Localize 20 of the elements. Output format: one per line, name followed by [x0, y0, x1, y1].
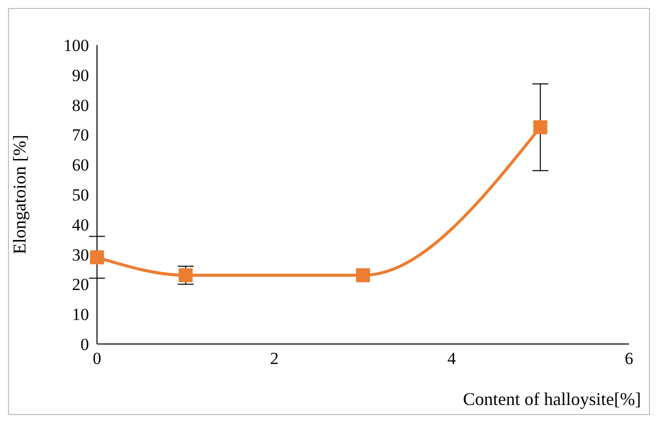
- y-tick-label: 100: [64, 36, 89, 56]
- y-tick-label: 70: [72, 126, 89, 145]
- point: [533, 120, 548, 134]
- y-tick-label: 0: [80, 335, 89, 354]
- y-tick-label: 60: [72, 156, 89, 175]
- x-tick-label: 2: [270, 349, 279, 368]
- x-tick-label: 4: [447, 349, 456, 368]
- point: [356, 268, 370, 282]
- y-tick-label: 90: [72, 66, 89, 85]
- x-tick-label: 6: [624, 349, 634, 368]
- x-tick-label: 0: [92, 349, 102, 368]
- y-tick-label: 30: [72, 245, 89, 264]
- y-tick-label: 50: [72, 186, 89, 205]
- y-axis-title: Elongatoion [%]: [9, 134, 30, 254]
- x-axis-title: Content of halloysite[%]: [463, 389, 641, 410]
- y-tick-label: 20: [72, 275, 89, 294]
- point: [90, 250, 104, 264]
- y-tick-label: 40: [72, 215, 89, 234]
- y-tick-label: 80: [72, 96, 89, 115]
- y-tick-label: 10: [72, 305, 89, 324]
